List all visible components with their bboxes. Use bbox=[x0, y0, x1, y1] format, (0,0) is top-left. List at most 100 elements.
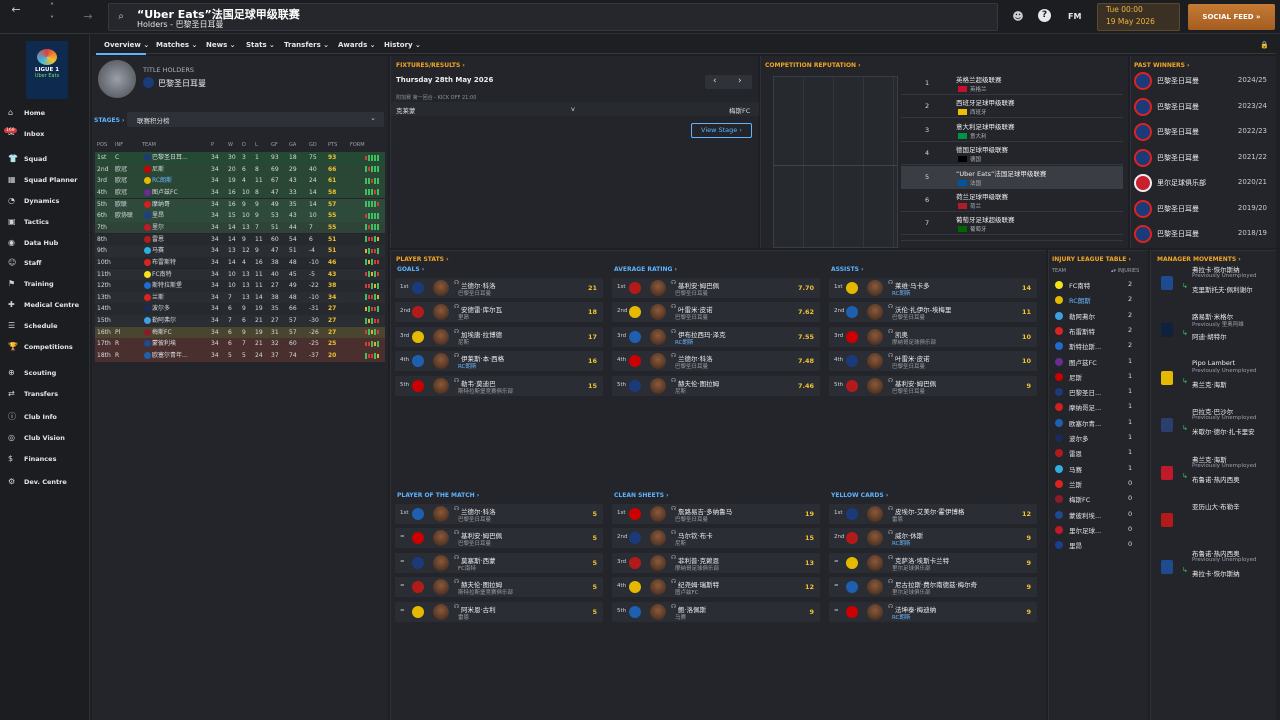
stages-dropdown[interactable]: 联赛积分榜 ⌄ bbox=[127, 112, 384, 127]
injury-row[interactable]: 摩纳哥足... 1 bbox=[1050, 400, 1146, 415]
past-winner-row[interactable]: 巴黎圣日耳曼 2022/23 bbox=[1131, 121, 1272, 146]
stat-row[interactable]: 5th ☊ 鲍·洛佩斯 马赛 9 bbox=[612, 601, 820, 622]
past-winner-row[interactable]: 巴黎圣日耳曼 2019/20 bbox=[1131, 198, 1272, 223]
sidebar-item-home[interactable]: ⌂ Home bbox=[0, 107, 90, 121]
sidebar-item-schedule[interactable]: ☰ Schedule bbox=[0, 320, 90, 334]
stat-row[interactable]: = ☊ 莫塞斯·西蒙 FC南特 5 bbox=[395, 552, 603, 573]
player-name[interactable]: 叶雷米·皮诺 bbox=[895, 355, 930, 364]
tab-overview[interactable]: Overview ⌄ bbox=[104, 41, 149, 49]
stat-block-label[interactable]: PLAYER OF THE MATCH › bbox=[397, 492, 479, 499]
player-stats-label[interactable]: PLAYER STATS › bbox=[396, 256, 449, 263]
player-name[interactable]: 基利安·姆巴佩 bbox=[461, 532, 503, 541]
player-name[interactable]: 詹路易吉·多纳鲁马 bbox=[678, 508, 733, 516]
sidebar-item-club-vision[interactable]: ◎ Club Vision bbox=[0, 432, 90, 446]
table-cell[interactable]: RC朗斯 bbox=[152, 177, 173, 185]
replaced-manager[interactable]: 米歇尔·德尔·扎卡里安 bbox=[1192, 428, 1255, 436]
injury-row[interactable]: RC朗斯 2 bbox=[1050, 293, 1146, 308]
injury-row[interactable]: 勒阿弗尔 2 bbox=[1050, 309, 1146, 324]
table-header-cell[interactable]: GD bbox=[309, 142, 317, 148]
manager-move-row[interactable]: Pipo Lambert Previously Unemployed ↳ 弗兰克·海斯 bbox=[1156, 357, 1276, 402]
manager-name[interactable]: 布鲁诺·热内西奥 bbox=[1192, 550, 1240, 558]
replaced-manager[interactable]: 弗拉卡·恢尔斯纳 bbox=[1192, 570, 1240, 578]
player-name[interactable]: 兰德尔·科洛 bbox=[461, 508, 496, 516]
stat-row[interactable]: 1st ☊ 詹路易吉·多纳鲁马 巴黎圣日耳曼 19 bbox=[612, 504, 820, 524]
sidebar-item-squad[interactable]: 👕 Squad bbox=[0, 153, 90, 167]
table-cell[interactable]: 里尔 bbox=[152, 223, 165, 231]
player-name[interactable]: 赫夫伦·图拉姆 bbox=[461, 581, 503, 590]
chevron-down-icon[interactable]: ˅ bbox=[50, 15, 54, 24]
injury-row[interactable]: 图卢兹FC 1 bbox=[1050, 355, 1146, 370]
stat-row[interactable]: 1st ☊ 基利安·姆巴佩 巴黎圣日耳曼 7.70 bbox=[612, 278, 820, 298]
injury-row[interactable]: 蒙彼利埃... 0 bbox=[1050, 508, 1146, 523]
table-cell[interactable]: 欧塞尔青年... bbox=[152, 352, 188, 360]
reputation-item[interactable]: 1 英格兰超级联赛 英格兰 bbox=[901, 72, 1123, 95]
player-name[interactable]: 皮埃尔-艾美尔·霍伊博格 bbox=[895, 508, 965, 516]
past-winner-row[interactable]: 巴黎圣日耳曼 2023/24 bbox=[1131, 96, 1272, 121]
stat-row[interactable]: 3rd ☊ 伊布拉西玛·泽克 RC朗斯 7.55 bbox=[612, 326, 820, 347]
manager-move-row[interactable]: 路易斯·米格尔 Previously 里奥阿维 ↳ 阿迪·胡特尔 bbox=[1156, 309, 1276, 354]
player-name[interactable]: 凯奥 bbox=[895, 330, 908, 339]
stat-row[interactable]: 2nd ☊ 叶雷米·皮诺 巴黎圣日耳曼 7.62 bbox=[612, 302, 820, 323]
table-header-cell[interactable]: L bbox=[255, 142, 258, 148]
table-header-cell[interactable]: GF bbox=[271, 142, 278, 148]
stat-row[interactable]: 2nd ☊ 马尔钦·布卡 尼斯 15 bbox=[612, 528, 820, 549]
table-cell[interactable]: 雷恩 bbox=[152, 235, 165, 243]
reputation-item[interactable]: 6 荷兰足球甲级联赛 荷兰 bbox=[901, 189, 1123, 212]
player-name[interactable]: 勒韦·莫迪巴 bbox=[461, 379, 496, 388]
table-row[interactable]: 10th 布雷斯特 34 14 4 16 38 48 -10 46 bbox=[95, 256, 385, 269]
player-name[interactable]: 基利安·姆巴佩 bbox=[678, 282, 720, 290]
player-name[interactable]: 法坤泰·梅迪纳 bbox=[895, 605, 937, 614]
stat-row[interactable]: 5th ☊ 勒韦·莫迪巴 斯特拉斯堡竞赛俱乐部 15 bbox=[395, 375, 603, 396]
help-icon[interactable]: ? bbox=[1038, 9, 1051, 22]
table-cell[interactable]: 布雷斯特 bbox=[152, 258, 177, 266]
injury-row[interactable]: 布雷斯特 2 bbox=[1050, 324, 1146, 339]
sidebar-item-dynamics[interactable]: ◔ Dynamics bbox=[0, 195, 90, 209]
sidebar-item-tactics[interactable]: ▣ Tactics bbox=[0, 216, 90, 230]
reputation-item[interactable]: 5 “Uber Eats”法国足球甲级联赛 法国 bbox=[901, 165, 1123, 189]
table-cell[interactable]: 勒阿弗尔 bbox=[152, 317, 177, 325]
injury-row[interactable]: 兰斯 0 bbox=[1050, 477, 1146, 492]
stat-row[interactable]: 4th ☊ 伊莱斯·本·西格 RC朗斯 16 bbox=[395, 351, 603, 372]
stat-row[interactable]: 3rd ☊ 加埃唐·拉博德 尼斯 17 bbox=[395, 326, 603, 347]
table-header-cell[interactable]: INF bbox=[115, 142, 124, 148]
view-stage-button[interactable]: View Stage › bbox=[691, 123, 752, 138]
stat-row[interactable]: 1st ☊ 兰德尔·科洛 巴黎圣日耳曼 5 bbox=[395, 504, 603, 524]
tab-news[interactable]: News ⌄ bbox=[206, 41, 236, 49]
table-row[interactable]: 9th 马赛 34 13 12 9 47 51 -4 51 bbox=[95, 245, 385, 257]
next-date-button[interactable]: › bbox=[738, 76, 742, 86]
tab-transfers[interactable]: Transfers ⌄ bbox=[284, 41, 329, 49]
past-winner-row[interactable]: 里尔足球俱乐部 2020/21 bbox=[1131, 172, 1272, 197]
player-name[interactable]: 尼古拉斯·费尔南德兹·梅尔奇 bbox=[895, 581, 978, 590]
table-row[interactable]: 18th R 欧塞尔青年... 34 5 5 24 37 74 -37 20 bbox=[95, 350, 385, 362]
chevron-up-icon[interactable]: ˄ bbox=[50, 2, 54, 11]
table-row[interactable]: 5th 欧联 摩纳哥 34 16 9 9 49 35 14 57 bbox=[95, 198, 385, 211]
sidebar-item-club-info[interactable]: ⓘ Club Info bbox=[0, 411, 90, 425]
player-name[interactable]: 克萨洛·埃斯卡兰特 bbox=[895, 556, 950, 565]
sidebar-item-squad-planner[interactable]: ▦ Squad Planner bbox=[0, 174, 90, 188]
injury-label[interactable]: INJURY LEAGUE TABLE › bbox=[1052, 256, 1131, 263]
tab-stats[interactable]: Stats ⌄ bbox=[246, 41, 275, 49]
stat-row[interactable]: = ☊ 克萨洛·埃斯卡兰特 里尔足球俱乐部 9 bbox=[829, 552, 1037, 573]
stat-row[interactable]: 3rd ☊ 菲利普·克赖恩 摩纳哥足球俱乐部 13 bbox=[612, 552, 820, 573]
table-cell[interactable]: 波尔多 bbox=[152, 305, 171, 313]
replaced-manager[interactable]: 阿迪·胡特尔 bbox=[1192, 333, 1227, 341]
sidebar-item-scouting[interactable]: ⊕ Scouting bbox=[0, 367, 90, 381]
reputation-item[interactable]: 7 葡萄牙足球超级联赛 葡萄牙 bbox=[901, 212, 1123, 236]
manager-move-row[interactable]: 亚历山大·布勒辛 bbox=[1156, 499, 1276, 544]
table-row[interactable]: 12th 斯特拉斯堡 34 10 13 11 27 49 -22 38 bbox=[95, 280, 385, 292]
fixture-away-team[interactable]: 梅斯FC bbox=[729, 107, 751, 115]
player-name[interactable]: 叶雷米·皮诺 bbox=[678, 306, 713, 315]
table-row[interactable]: 7th 里尔 34 14 13 7 51 44 7 55 bbox=[95, 221, 385, 234]
reputation-label[interactable]: COMPETITION REPUTATION › bbox=[765, 62, 861, 69]
table-header-cell[interactable]: TEAM bbox=[142, 142, 156, 148]
reputation-item[interactable]: 2 西班牙足球甲级联赛 西班牙 bbox=[901, 95, 1123, 119]
table-row[interactable]: 2nd 欧冠 尼斯 34 20 6 8 69 29 40 66 bbox=[95, 163, 385, 176]
back-icon[interactable]: ← bbox=[11, 3, 21, 16]
sidebar-item-medical-centre[interactable]: ✚ Medical Centre bbox=[0, 299, 90, 313]
injury-row[interactable]: 欧塞尔青... 1 bbox=[1050, 416, 1146, 431]
table-header-cell[interactable]: P bbox=[211, 142, 215, 148]
sidebar-item-finances[interactable]: $ Finances bbox=[0, 453, 90, 467]
fixture-home-team[interactable]: 克莱蒙 bbox=[396, 107, 416, 115]
stat-row[interactable]: = ☊ 赫夫伦·图拉姆 斯特拉斯堡竞赛俱乐部 5 bbox=[395, 577, 603, 598]
manager-name[interactable]: 弗拉卡·恢尔斯纳 bbox=[1192, 266, 1240, 274]
